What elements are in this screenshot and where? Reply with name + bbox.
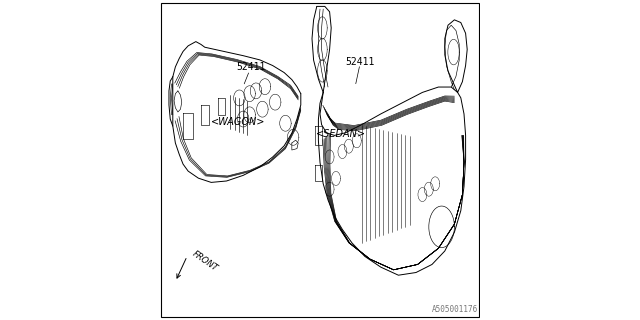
Text: <SEDAN>: <SEDAN>	[316, 129, 366, 140]
Text: <WAGON>: <WAGON>	[211, 116, 266, 127]
Text: FRONT: FRONT	[191, 249, 219, 273]
Text: 52411: 52411	[346, 57, 374, 68]
Text: 52411: 52411	[237, 62, 266, 72]
Text: A505001176: A505001176	[432, 305, 479, 314]
